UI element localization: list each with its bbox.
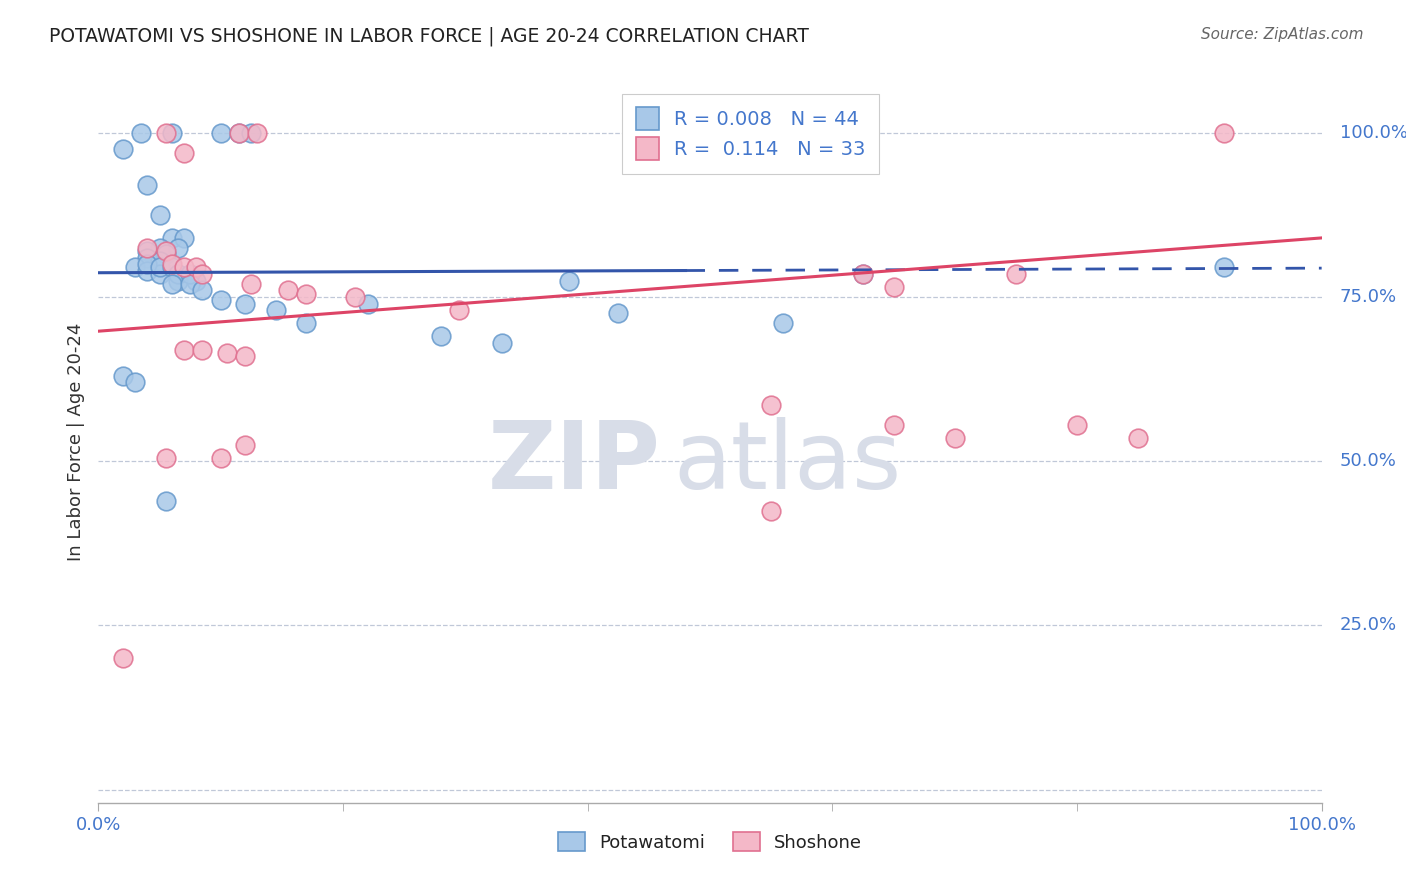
Point [160, 126, 183, 140]
Text: ZIP: ZIP [488, 417, 661, 509]
Point [215, 346, 238, 360]
Text: 50.0%: 50.0% [1340, 452, 1398, 470]
Point [186, 260, 208, 275]
Point [179, 277, 201, 291]
Point [356, 296, 378, 310]
Point [136, 178, 159, 193]
Point [155, 450, 177, 465]
Point [1004, 267, 1026, 281]
Text: Source: ZipAtlas.com: Source: ZipAtlas.com [1201, 27, 1364, 42]
Point [344, 290, 367, 304]
Point [943, 431, 966, 445]
Point [191, 343, 214, 357]
Point [209, 126, 232, 140]
Legend: Potawatomi, Shoshone: Potawatomi, Shoshone [551, 825, 869, 859]
Point [558, 274, 581, 288]
Point [233, 438, 256, 452]
Point [491, 336, 513, 351]
Point [124, 260, 146, 275]
Point [136, 251, 159, 265]
Point [295, 286, 318, 301]
Point [167, 267, 190, 281]
Point [228, 126, 250, 140]
Point [160, 231, 183, 245]
Point [228, 126, 250, 140]
Point [155, 244, 177, 258]
Point [233, 349, 256, 363]
Point [264, 303, 287, 318]
Point [111, 651, 134, 665]
Point [160, 260, 183, 275]
Point [173, 145, 195, 160]
Point [852, 267, 875, 281]
Point [173, 231, 195, 245]
Point [883, 280, 905, 294]
Point [772, 316, 794, 330]
Point [1128, 431, 1150, 445]
Point [155, 493, 177, 508]
Point [111, 368, 134, 383]
Point [607, 306, 630, 320]
Point [191, 267, 214, 281]
Point [160, 277, 183, 291]
Point [167, 274, 190, 288]
Point [136, 241, 159, 255]
Point [240, 126, 263, 140]
Y-axis label: In Labor Force | Age 20-24: In Labor Force | Age 20-24 [66, 322, 84, 561]
Point [149, 208, 172, 222]
Point [761, 503, 783, 517]
Point [761, 398, 783, 412]
Point [209, 450, 232, 465]
Point [209, 293, 232, 308]
Point [136, 257, 159, 271]
Point [277, 284, 299, 298]
Point [149, 241, 172, 255]
Point [136, 244, 159, 258]
Point [883, 418, 905, 433]
Point [233, 296, 256, 310]
Point [160, 257, 183, 271]
Point [449, 303, 471, 318]
Point [173, 343, 195, 357]
Point [124, 376, 146, 390]
Point [149, 253, 172, 268]
Point [155, 247, 177, 261]
Text: 100.0%: 100.0% [1340, 124, 1406, 142]
Text: atlas: atlas [673, 417, 901, 509]
Point [1212, 260, 1234, 275]
Point [430, 329, 453, 343]
Point [1066, 418, 1088, 433]
Point [136, 264, 159, 278]
Point [111, 142, 134, 156]
Text: 75.0%: 75.0% [1340, 288, 1398, 306]
Point [295, 316, 318, 330]
Point [852, 267, 875, 281]
Point [129, 126, 152, 140]
Point [1212, 126, 1234, 140]
Point [149, 260, 172, 275]
Point [240, 277, 263, 291]
Point [246, 126, 269, 140]
Point [167, 241, 190, 255]
Point [155, 126, 177, 140]
Point [173, 260, 195, 275]
Text: 25.0%: 25.0% [1340, 616, 1398, 634]
Point [149, 267, 172, 281]
Point [186, 274, 208, 288]
Point [191, 284, 214, 298]
Text: POTAWATOMI VS SHOSHONE IN LABOR FORCE | AGE 20-24 CORRELATION CHART: POTAWATOMI VS SHOSHONE IN LABOR FORCE | … [49, 27, 808, 46]
Point [179, 267, 201, 281]
